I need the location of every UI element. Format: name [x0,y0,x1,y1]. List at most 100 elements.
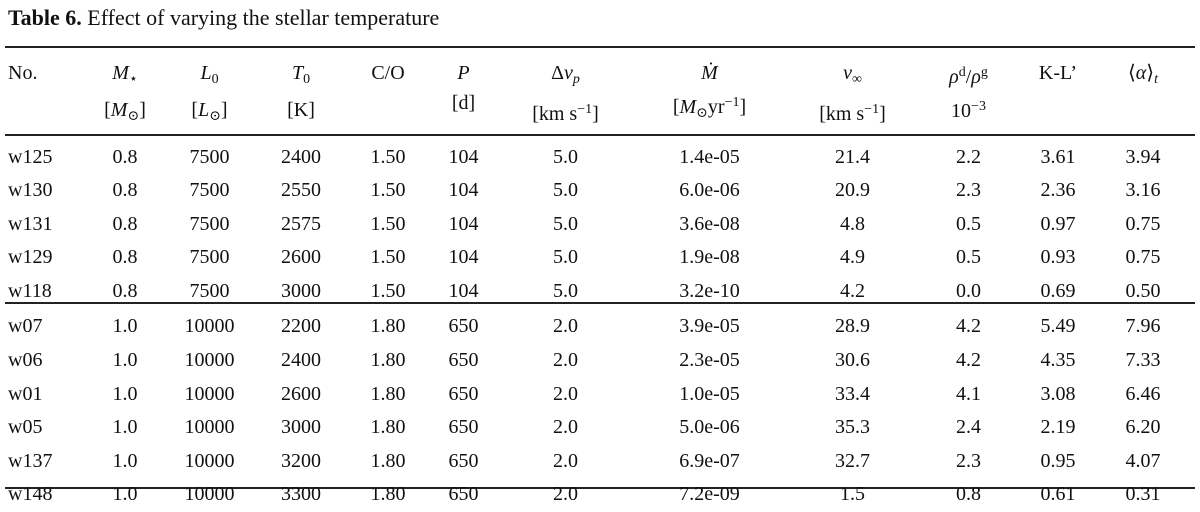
cell-co: 1.80 [370,449,406,472]
cell-p: 650 [448,416,479,439]
group-separator-rule [5,302,1195,304]
cell-t0: 2400 [281,349,321,372]
cell-p: 104 [448,145,479,168]
cell-no: w05 [8,416,43,439]
cell-dvp: 2.0 [553,449,578,472]
cell-no: w07 [8,314,43,337]
cell-co: 1.50 [370,179,406,202]
cell-mdot: 3.9e-05 [679,314,740,337]
cell-vinf: 1.5 [840,483,865,506]
bottom-rule [5,487,1195,489]
cell-mstar: 0.8 [112,179,138,202]
cell-rho: 4.2 [956,349,981,372]
cell-rho: 2.2 [956,145,981,168]
table-header: No. M⋆ [M⊙] L0 [L⊙] T0 [K] C/O P [d] Δvp [km … [5,48,1200,134]
cell-co: 1.50 [370,246,406,269]
cell-l0: 10000 [184,449,235,472]
cell-t0: 3000 [281,279,321,302]
cell-no: w129 [8,246,53,269]
cell-l0: 7500 [189,212,230,235]
cell-vinf: 32.7 [835,449,870,472]
table-caption-label: Table 6. [8,5,82,30]
cell-mdot: 1.9e-08 [679,246,740,269]
table-body-group-1: w125 0.8 7500 2400 1.50 104 5.0 1.4e-05 21.4 2.2 3… [5,134,1200,308]
cell-rho: 2.4 [956,416,981,439]
col-header-t0: T0 [K] [287,62,315,121]
cell-mstar: 1.0 [112,382,138,405]
header-rule [5,134,1195,136]
cell-kl: 0.61 [1040,483,1076,506]
cell-p: 104 [448,246,479,269]
top-rule [5,46,1195,48]
cell-p: 650 [448,382,479,405]
cell-mstar: 1.0 [112,314,138,337]
cell-mstar: 1.0 [112,483,138,506]
cell-co: 1.50 [370,145,406,168]
cell-type: B [1187,208,1200,242]
cell-vinf: 20.9 [835,179,870,202]
cell-mdot: 1.0e-05 [679,382,740,405]
cell-type: A [1187,308,1200,344]
cell-dvp: 2.0 [553,314,578,337]
cell-mstar: 1.0 [112,416,138,439]
col-header-dvp: Δvp [km s−1] [532,62,599,125]
cell-alpha: 0.75 [1125,246,1161,269]
cell-rho: 0.5 [956,246,981,269]
col-header-type: type [1187,48,1200,134]
cell-p: 104 [448,279,479,302]
cell-t0: 2400 [281,145,321,168]
cell-rho: 0.0 [956,279,981,302]
cell-type: A [1187,445,1200,479]
cell-alpha: 7.33 [1125,349,1161,372]
cell-mstar: 0.8 [112,279,138,302]
table-row: w131 0.8 7500 2575 1.50 104 5.0 3.6e-08 4.8 0.5 0.… [5,208,1200,242]
table-row: w125 0.8 7500 2400 1.50 104 5.0 1.4e-05 21.4 2.2 3… [5,134,1200,174]
cell-vinf: 4.8 [840,212,865,235]
cell-t0: 2600 [281,382,321,405]
cell-dvp: 2.0 [553,483,578,506]
cell-p: 650 [448,449,479,472]
col-header-rho: ρd/ρg 10−3 [949,65,988,122]
table-row: w137 1.0 10000 3200 1.80 650 2.0 6.9e-07 32.7 2.3… [5,445,1200,479]
cell-dvp: 5.0 [553,145,578,168]
cell-mdot: 1.4e-05 [679,145,740,168]
cell-kl: 3.61 [1040,145,1076,168]
col-header-mstar: M⋆ [M⊙] [104,62,146,124]
cell-dvp: 5.0 [553,246,578,269]
cell-co: 1.50 [370,279,406,302]
cell-alpha: 6.46 [1125,382,1161,405]
cell-no: w01 [8,382,43,405]
cell-mdot: 6.0e-06 [679,179,740,202]
cell-co: 1.80 [370,349,406,372]
cell-no: w125 [8,145,53,168]
cell-mdot: 6.9e-07 [679,449,740,472]
cell-dvp: 5.0 [553,179,578,202]
cell-kl: 0.97 [1040,212,1076,235]
col-header-l0: L0 [L⊙] [191,62,228,124]
col-header-p: P [d] [451,62,476,114]
cell-type: A [1187,411,1200,445]
cell-kl: 0.95 [1040,449,1076,472]
cell-type: A [1187,174,1200,208]
cell-mstar: 0.8 [112,145,138,168]
cell-vinf: 35.3 [835,416,870,439]
cell-p: 650 [448,483,479,506]
cell-kl: 2.19 [1040,416,1076,439]
table-caption-text: Effect of varying the stellar temperatur… [87,5,440,30]
cell-vinf: 21.4 [835,145,870,168]
cell-alpha: 0.75 [1125,212,1161,235]
cell-co: 1.80 [370,416,406,439]
cell-vinf: 33.4 [835,382,870,405]
cell-rho: 0.8 [956,483,981,506]
cell-alpha: 3.94 [1125,145,1161,168]
cell-alpha: 0.31 [1125,483,1161,506]
col-header-co: C/O [371,62,405,84]
cell-kl: 4.35 [1040,349,1076,372]
cell-dvp: 2.0 [553,382,578,405]
col-header-kl: K-L’ [1038,62,1078,84]
data-table: No. M⋆ [M⊙] L0 [L⊙] T0 [K] C/O P [d] Δvp [km … [5,48,1200,512]
cell-l0: 7500 [189,246,230,269]
cell-type: A [1187,344,1200,378]
table-caption: Table 6. Effect of varying the stellar t… [8,4,439,32]
cell-type: A [1187,378,1200,412]
